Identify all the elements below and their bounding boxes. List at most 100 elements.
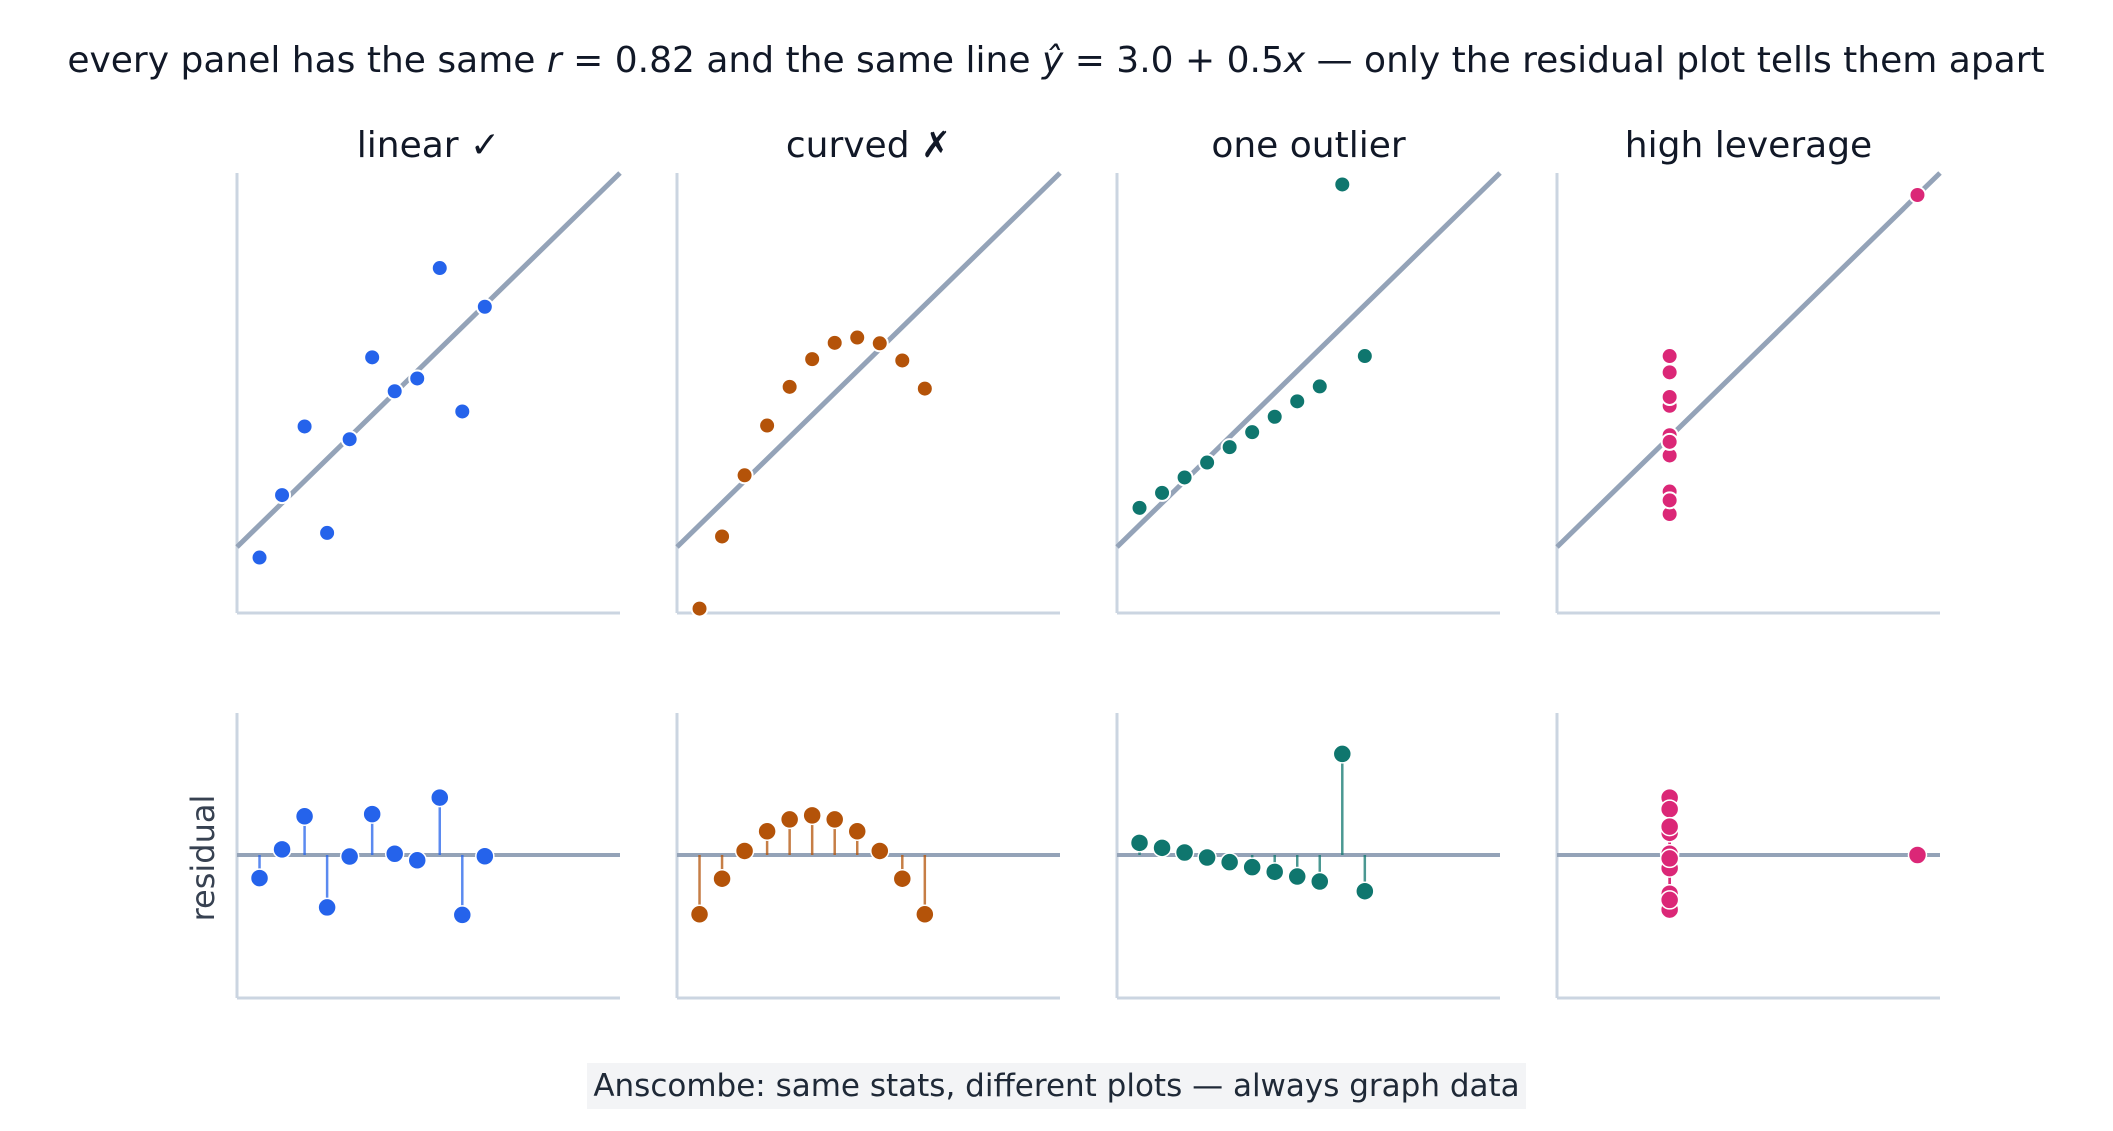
data-point [893, 351, 912, 370]
data-point [1660, 347, 1679, 366]
data-point [1908, 186, 1927, 204]
residual-panel [1555, 713, 1940, 1000]
residual-point [847, 821, 867, 842]
data-point [780, 377, 799, 396]
residual-point [712, 868, 732, 889]
data-point [735, 466, 754, 485]
residual-point [1174, 842, 1195, 863]
fit-line [1115, 171, 1502, 549]
data-point [1243, 423, 1262, 442]
scatter-panel [1555, 171, 1942, 615]
residual-point [915, 904, 935, 925]
residual-point [1129, 833, 1150, 853]
data-point [273, 486, 292, 505]
residual-point [689, 904, 710, 925]
panel-2: curved ✗ [675, 125, 1062, 1000]
data-point [1130, 498, 1149, 517]
residual-panel [675, 713, 1060, 1000]
scatter-panel [675, 171, 1062, 618]
data-point [1660, 363, 1679, 382]
data-point [825, 333, 844, 352]
panel-title: linear ✓ [357, 125, 500, 166]
data-point [803, 350, 822, 369]
residual-point [249, 868, 270, 888]
residual-point [824, 809, 845, 830]
residual-point [1659, 848, 1680, 869]
residual-point [317, 897, 337, 918]
panel-title: curved ✗ [786, 125, 951, 166]
data-point [1355, 347, 1374, 366]
data-point [1660, 432, 1679, 451]
data-point [250, 548, 269, 567]
data-point [1265, 407, 1284, 426]
data-point [453, 402, 472, 421]
data-point [318, 523, 337, 542]
data-point [475, 297, 494, 316]
residual-point [779, 809, 800, 830]
residual-point [1310, 871, 1330, 892]
data-point [295, 417, 314, 436]
panel-title: high leverage [1625, 125, 1872, 166]
data-point [915, 379, 934, 398]
data-point [758, 416, 777, 435]
data-point [848, 328, 867, 347]
residual-point [1219, 852, 1240, 872]
panel-4: high leverage [1555, 125, 1942, 1000]
data-point [1220, 438, 1239, 457]
data-point [1153, 483, 1172, 502]
residual-point [339, 846, 360, 867]
residual-point [294, 806, 315, 827]
residual-axis-label: residual [184, 795, 222, 922]
panel-3: one outlier [1115, 125, 1502, 1000]
residual-point [1287, 866, 1307, 887]
data-point [1198, 453, 1217, 472]
data-point [363, 348, 382, 367]
data-point [340, 430, 359, 449]
residual-point [430, 787, 450, 808]
residual-point [892, 868, 913, 889]
residual-point [1264, 862, 1285, 882]
scatter-panel [235, 171, 622, 615]
data-point [690, 599, 709, 618]
residual-panel [1115, 713, 1500, 1000]
residual-point [1659, 799, 1680, 819]
data-point [713, 527, 732, 546]
residual-panel [235, 713, 620, 1000]
data-point [430, 259, 449, 278]
scatter-panel [1115, 171, 1502, 615]
data-point [385, 382, 404, 401]
panel-title: one outlier [1211, 125, 1406, 166]
residual-point [802, 805, 822, 826]
residual-point [1197, 847, 1217, 868]
data-point [870, 334, 889, 353]
data-point [1660, 387, 1679, 406]
data-point [1660, 491, 1679, 510]
residual-point [757, 821, 777, 842]
residual-point [1907, 845, 1928, 865]
data-point [1310, 377, 1329, 396]
data-point [1333, 175, 1352, 194]
data-point [1175, 468, 1194, 487]
residual-point [1659, 890, 1680, 910]
figure-title: every panel has the same r = 0.82 and th… [67, 40, 2044, 81]
residual-point [1332, 744, 1353, 764]
residual-point [734, 841, 755, 861]
residual-point [1659, 816, 1680, 837]
footer-note-box: Anscombe: same stats, different plots — … [0, 1063, 2113, 1109]
footer-note: Anscombe: same stats, different plots — … [587, 1063, 1526, 1109]
panel-1: linear ✓ [235, 125, 622, 1000]
residual-point [1355, 881, 1375, 901]
fit-line [235, 171, 622, 549]
data-point [1288, 392, 1307, 411]
residual-point [452, 905, 473, 925]
residual-point [1242, 857, 1262, 877]
residual-point [870, 841, 890, 861]
residual-point [272, 839, 292, 860]
residual-point [384, 844, 405, 864]
fit-line [675, 171, 1062, 549]
residual-point [362, 804, 382, 824]
residual-point [407, 850, 427, 871]
data-point [408, 369, 427, 388]
fit-line [1555, 171, 1942, 549]
